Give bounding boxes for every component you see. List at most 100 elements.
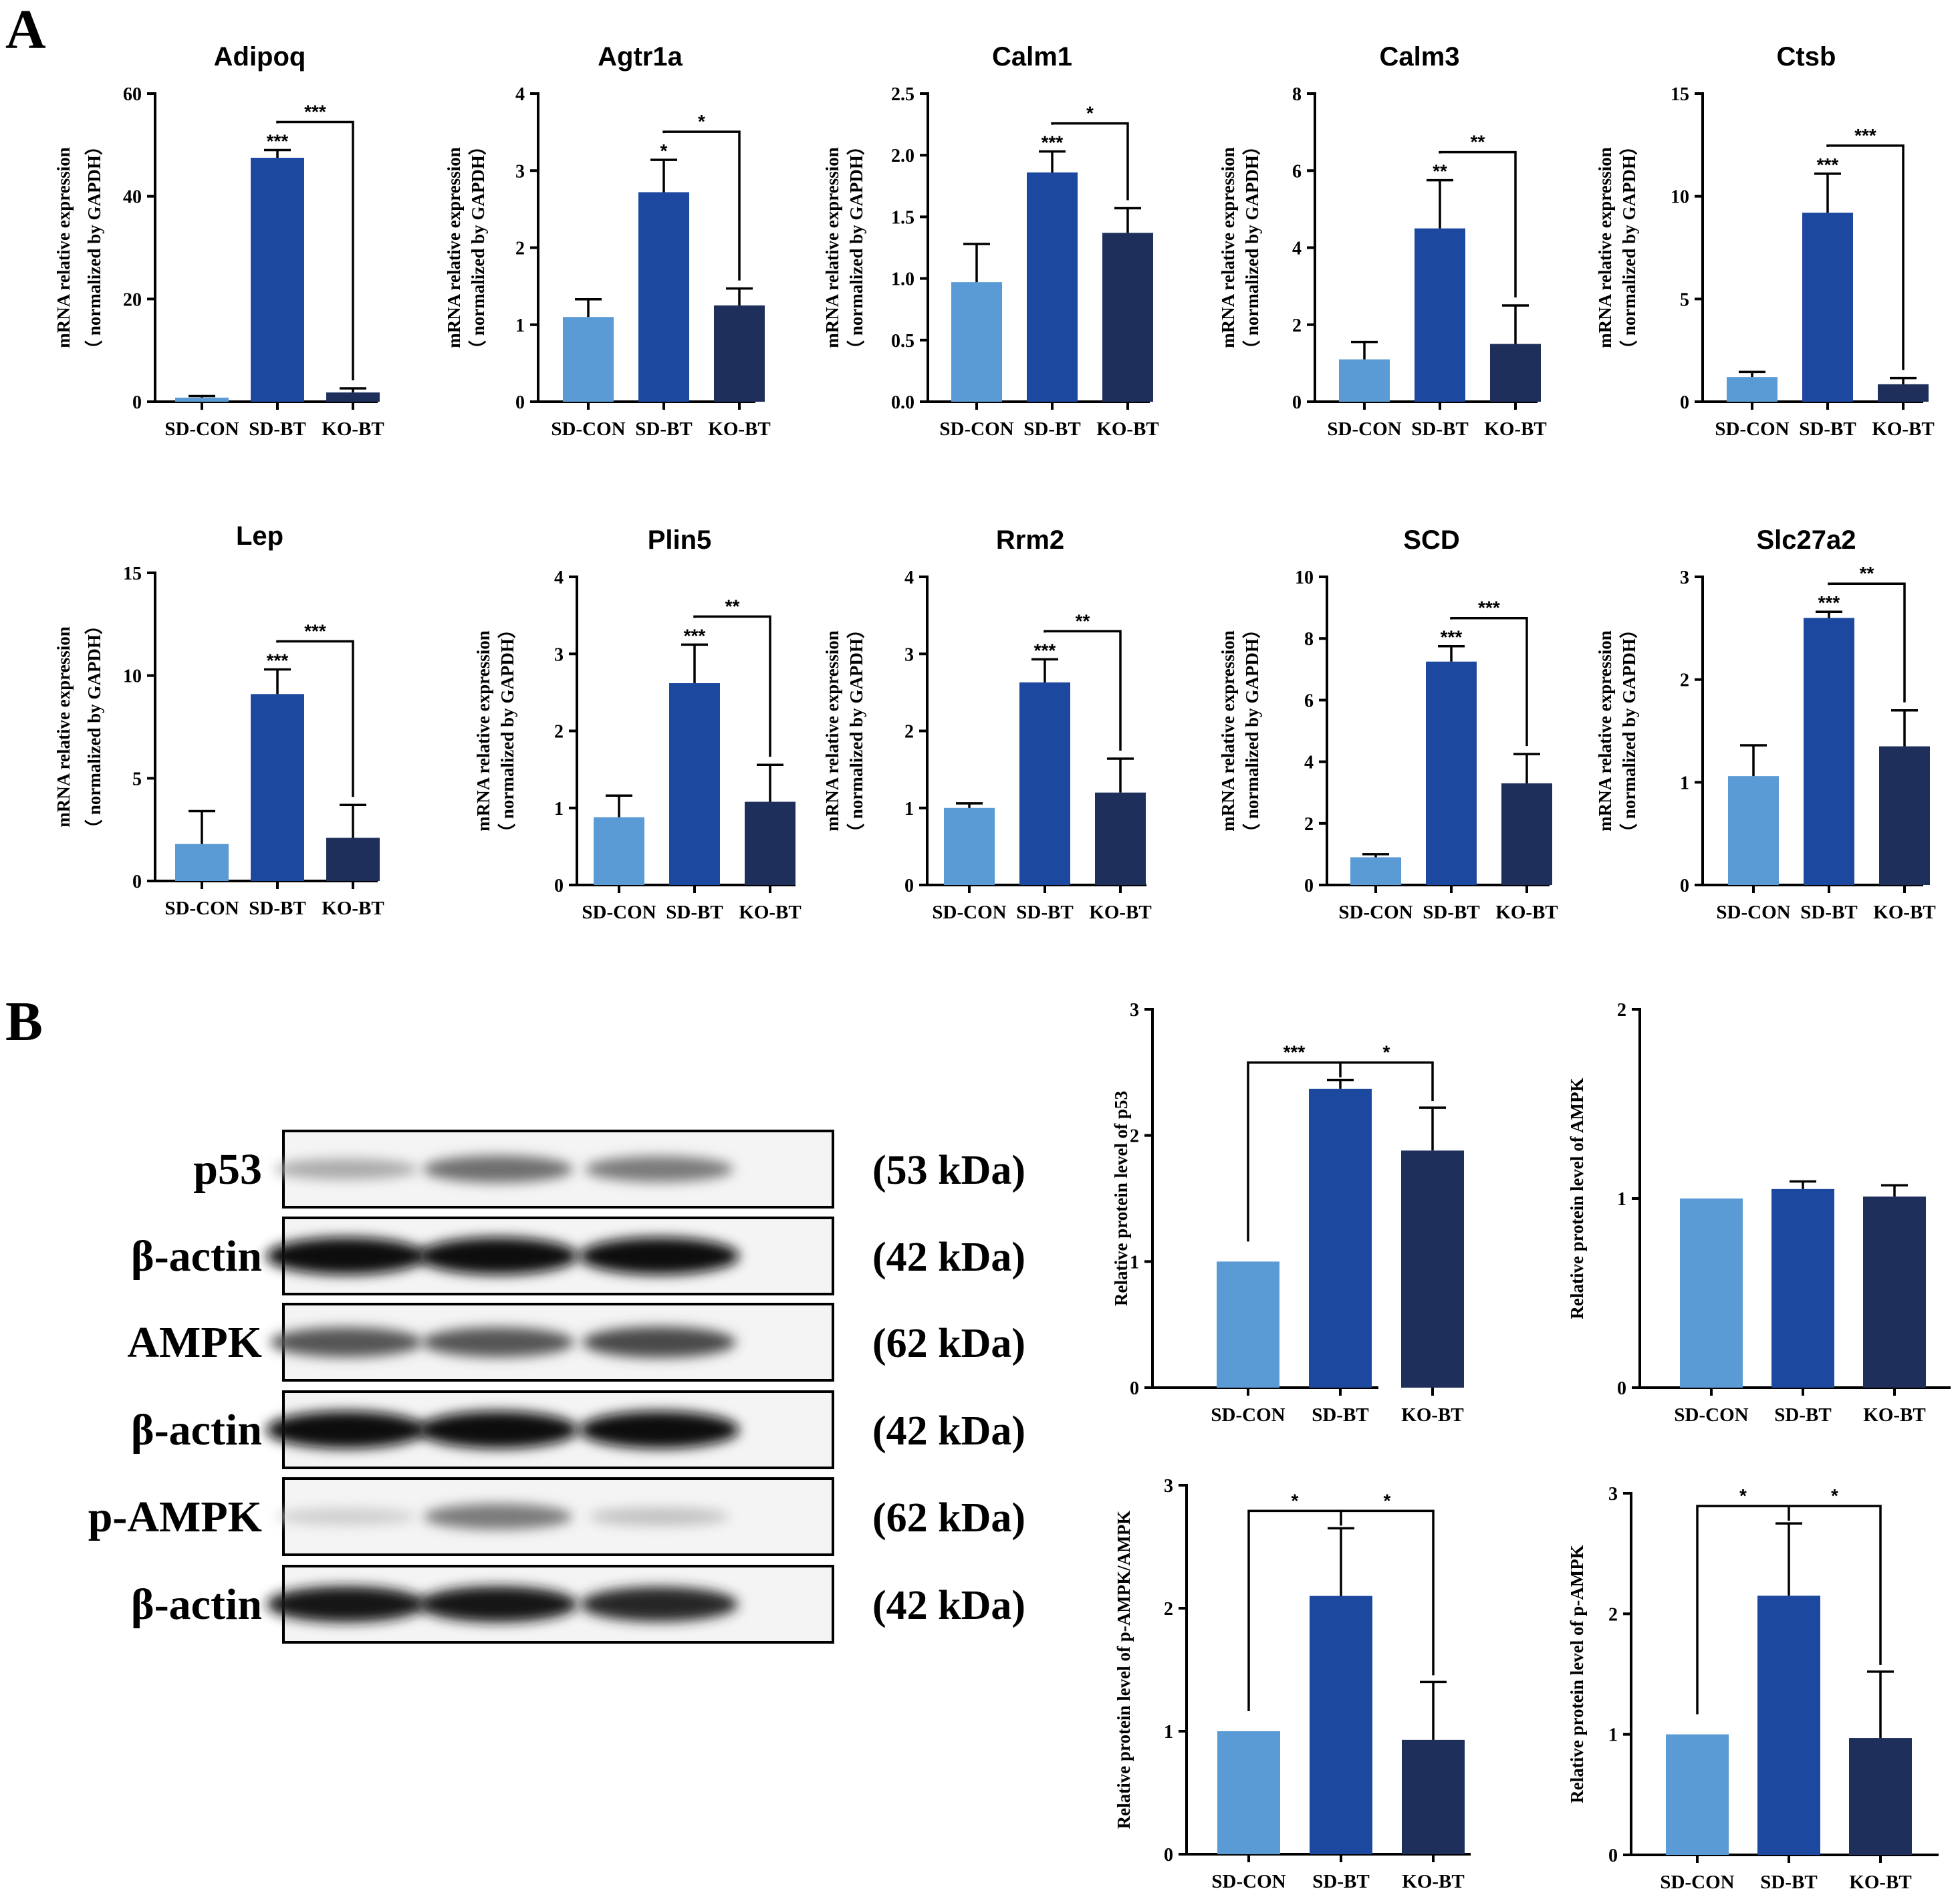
blot-row-0: p53 (53 kDa): [193, 1130, 1025, 1209]
x-tick-label: SD-CON: [164, 898, 239, 919]
x-tick-label: KO-BT: [708, 418, 770, 440]
bar-sd-con: [1680, 1198, 1743, 1388]
bar-sd-con: [1666, 1734, 1729, 1855]
y-axis-label: mRNA relative expression: [444, 147, 464, 348]
y-axis-label: （ normalized by GAPDH）: [468, 137, 488, 358]
x-tick-label: SD-BT: [1423, 902, 1479, 923]
chart-slc27a2: Slc27a2 0 1 2 3 mRNA relative expression （ nor…: [1595, 525, 1936, 923]
x-tick-label: SD-BT: [1312, 1871, 1369, 1892]
bar-sd-bt: [1426, 661, 1477, 885]
bar-sd-bt: [1310, 1596, 1372, 1854]
x-tick-label: SD-BT: [1760, 1872, 1817, 1893]
x-tick-label: SD-CON: [939, 418, 1013, 440]
bar-ko-bt: [714, 305, 765, 402]
chart-scd: SCD 0 2 4 6 8 10 mRNA relative expression （ norm…: [1218, 525, 1558, 923]
bar-sd-bt: [1802, 213, 1853, 402]
blot-band: [418, 1586, 578, 1623]
significance-bracket-label: *: [1739, 1485, 1747, 1506]
y-tick-label: 4: [904, 567, 914, 588]
significance-star: ***: [267, 131, 289, 152]
x-tick-label: KO-BT: [1849, 1872, 1911, 1893]
y-axis-label: （ normalized by GAPDH）: [846, 620, 866, 842]
blot-band: [266, 1411, 426, 1448]
bar-ko-bt: [1401, 1150, 1464, 1388]
y-tick-label: 5: [1680, 289, 1689, 310]
significance-star: *: [660, 140, 668, 161]
x-tick-label: SD-BT: [666, 902, 723, 923]
chart-protein-12: 0 1 2 3 Relative protein level of p-AMPK/AMP…: [1114, 1476, 1471, 1892]
y-tick-label: 1: [1164, 1722, 1173, 1743]
blot-band: [270, 1327, 422, 1358]
chart-title: Calm3: [1379, 42, 1459, 72]
y-tick-label: 4: [515, 84, 525, 105]
y-tick-label: 2: [515, 239, 525, 259]
x-tick-label: SD-BT: [1800, 902, 1857, 923]
y-tick-label: 3: [1164, 1476, 1173, 1497]
bar-ko-bt: [1879, 746, 1930, 885]
x-tick-label: SD-BT: [1016, 902, 1073, 923]
bar-sd-con: [1727, 377, 1778, 402]
y-tick-label: 2: [904, 722, 914, 743]
y-tick-label: 2: [554, 722, 564, 743]
blot-mass-label: (42 kDa): [872, 1583, 1025, 1628]
chart-adipoq: Adipoq 0 20 40 60 mRNA relative expression （ n…: [53, 42, 384, 440]
significance-bracket: [276, 120, 354, 381]
significance-bracket: [1051, 122, 1129, 201]
y-tick-label: 3: [554, 644, 564, 665]
significance-bracket-label: *: [1831, 1485, 1838, 1506]
significance-bracket-label: **: [725, 596, 740, 616]
significance-bracket: [1044, 630, 1122, 751]
bar-ko-bt: [1490, 344, 1541, 402]
bar-sd-con: [944, 807, 995, 885]
x-tick-label: KO-BT: [1872, 418, 1934, 440]
blot-band: [266, 1237, 426, 1275]
y-tick-label: 0.0: [891, 392, 914, 413]
y-tick-label: 0: [1130, 1378, 1139, 1399]
y-tick-label: 60: [123, 84, 142, 105]
y-axis-label: （ normalized by GAPDH）: [497, 620, 517, 842]
chart-title: Slc27a2: [1756, 525, 1856, 555]
blot-band: [423, 1155, 573, 1183]
blot-band: [422, 1327, 574, 1358]
blot-row-5: β-actin (42 kDa): [131, 1565, 1025, 1644]
significance-bracket: [1826, 144, 1905, 370]
chart-title: Adipoq: [214, 42, 306, 72]
y-tick-label: 0: [515, 392, 525, 413]
y-axis-label: （ normalized by GAPDH）: [1242, 137, 1262, 358]
chart-agtr1a: Agtr1a 0 1 2 3 4 mRNA relative expression （ nor…: [444, 42, 771, 440]
y-axis-label: （ normalized by GAPDH）: [1619, 620, 1639, 842]
chart-title: Plin5: [648, 525, 712, 555]
bar-sd-bt: [638, 192, 689, 402]
y-tick-label: 2: [1292, 315, 1302, 336]
x-tick-label: KO-BT: [1089, 902, 1151, 923]
y-tick-label: 2: [1680, 670, 1689, 691]
y-tick-label: 2: [1164, 1599, 1173, 1620]
bar-ko-bt: [1402, 1739, 1465, 1854]
blot-protein-label: β-actin: [131, 1232, 262, 1281]
chart-rrm2: Rrm2 0 1 2 3 4 mRNA relative expression （ norma…: [822, 525, 1152, 923]
significance-bracket: [1247, 1509, 1342, 1711]
bar-sd-bt: [1415, 228, 1465, 402]
y-axis-label: （ normalized by GAPDH）: [1619, 137, 1639, 358]
significance-star: ***: [1441, 627, 1463, 648]
bar-sd-con: [175, 397, 229, 402]
western-blot: p53 (53 kDa) β-actin (42 kDa) AMPK (62 kDa) β-…: [88, 1130, 1025, 1644]
blot-mass-label: (53 kDa): [872, 1148, 1025, 1193]
y-tick-label: 2.0: [891, 146, 914, 166]
x-tick-label: SD-BT: [1312, 1404, 1368, 1426]
y-tick-label: 1: [554, 799, 564, 819]
blot-band: [579, 1411, 739, 1448]
bar-sd-con: [1217, 1261, 1279, 1388]
x-tick-label: SD-CON: [1338, 902, 1413, 923]
chart-lep: Lep 0 5 10 15 mRNA relative expression （ norma…: [53, 521, 384, 919]
x-tick-label: SD-BT: [1023, 418, 1080, 440]
significance-bracket-label: ***: [1478, 598, 1500, 618]
blot-band: [277, 1508, 416, 1525]
y-tick-label: 8: [1292, 84, 1302, 105]
y-tick-label: 0.5: [891, 331, 914, 352]
significance-bracket: [276, 640, 354, 797]
x-tick-label: KO-BT: [1495, 902, 1558, 923]
y-tick-label: 1: [1130, 1252, 1139, 1273]
bar-sd-bt: [669, 683, 720, 885]
significance-bracket-label: *: [1086, 103, 1094, 124]
